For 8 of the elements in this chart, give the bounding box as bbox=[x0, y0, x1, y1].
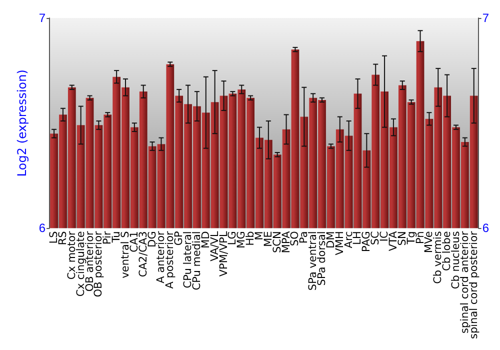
x-tick-label: RS bbox=[56, 230, 69, 246]
x-tick-label: Tg bbox=[405, 231, 418, 246]
y2-tick-label: 7 bbox=[482, 11, 490, 25]
x-tick-label: A posterior bbox=[164, 230, 176, 289]
x-tick-label: spinal cord posterior bbox=[468, 230, 480, 340]
x-tick-label: OB posterior bbox=[92, 230, 105, 298]
y-axis-title: Log2 (expression) bbox=[15, 70, 29, 177]
y2-tick-label: 6 bbox=[482, 221, 490, 236]
